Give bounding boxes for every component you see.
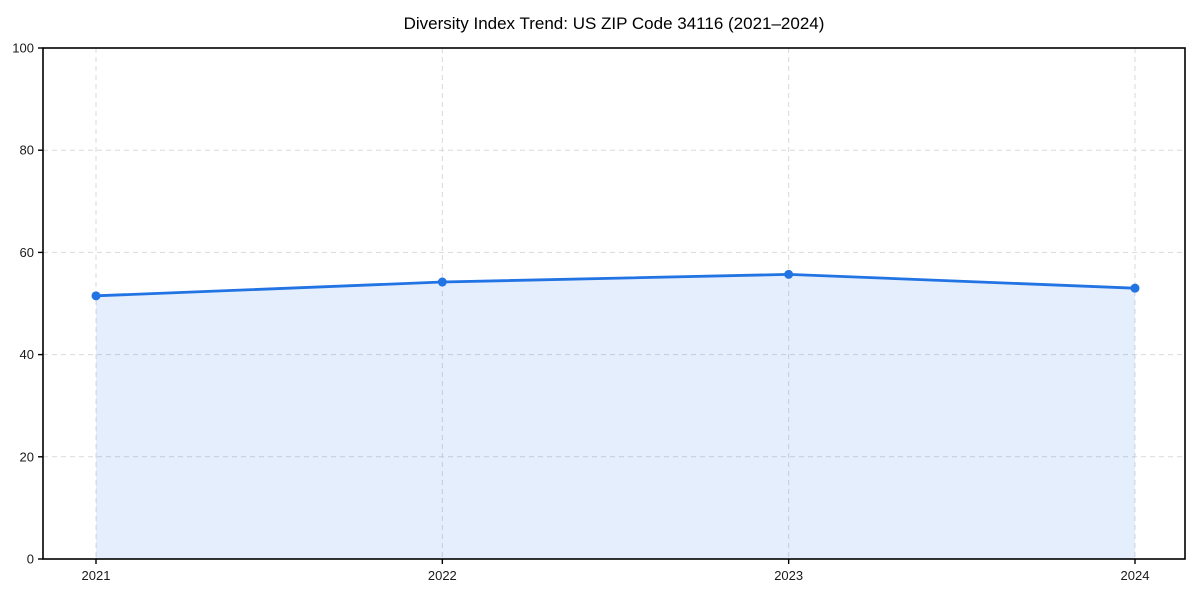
data-point-marker (91, 291, 101, 301)
y-axis-tick-label: 20 (20, 449, 34, 464)
x-axis-tick-label: 2022 (428, 568, 457, 583)
data-point-marker (784, 269, 794, 279)
y-axis-tick-label: 40 (20, 347, 34, 362)
plot-border (42, 47, 1186, 560)
x-axis-tick-label: 2021 (82, 568, 111, 583)
data-point-marker (437, 277, 447, 287)
x-axis-tick-label: 2023 (774, 568, 803, 583)
y-axis-tick-label: 0 (27, 552, 34, 567)
data-point-marker (1130, 283, 1140, 293)
x-axis-tick-label: 2024 (1121, 568, 1150, 583)
y-axis-tick-label: 80 (20, 143, 34, 158)
series-line (94, 272, 1137, 298)
area-fill (96, 274, 1135, 559)
chart-title: Diversity Index Trend: US ZIP Code 34116… (403, 14, 825, 33)
y-axis-tick-label: 60 (20, 245, 34, 260)
y-axis-tick-label: 100 (12, 41, 34, 56)
